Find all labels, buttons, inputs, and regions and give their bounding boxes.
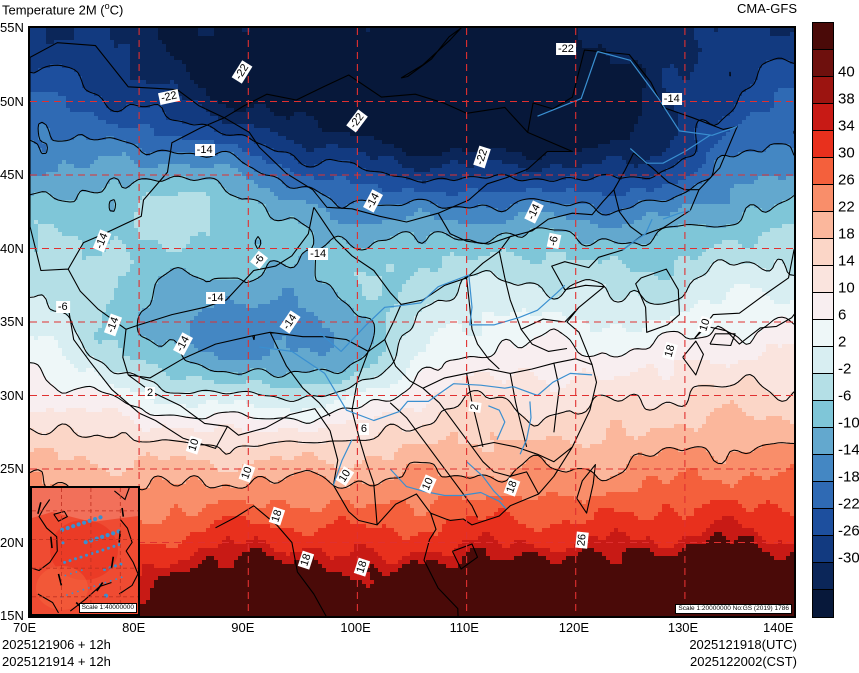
colorbar-tick-minus22: -22 — [838, 496, 859, 513]
rivers — [259, 50, 738, 510]
contour-lines — [30, 57, 794, 494]
colorbar-band — [813, 212, 833, 239]
colorbar-tick-minus10: -10 — [838, 415, 859, 432]
colorbar-band — [813, 266, 833, 293]
map-panel[interactable]: Scale 1:20000000 No:GS (2019) 1786 — [28, 26, 796, 618]
colorbar-band — [813, 50, 833, 77]
colorbar-tick-14: 14 — [838, 253, 855, 270]
model-label: CMA-GFS — [737, 1, 797, 16]
colorbar-band — [813, 158, 833, 185]
footer-init-time-cst: 2025121914 + 12h — [2, 654, 111, 669]
contour-label: -22 — [555, 42, 576, 55]
contour-label: -6 — [55, 301, 70, 314]
colorbar-tick-2: 2 — [838, 334, 846, 351]
colorbar-tick-30: 30 — [838, 145, 855, 162]
colorbar-band — [813, 293, 833, 320]
colorbar-tick-minus6: -6 — [838, 388, 851, 405]
page-title: Temperature 2M (oC) — [2, 1, 123, 17]
temperature-field — [30, 28, 794, 616]
y-tick-45N: 45N — [0, 167, 24, 182]
colorbar-tick-22: 22 — [838, 199, 855, 216]
colorbar-band — [813, 590, 833, 617]
colorbar-band — [813, 239, 833, 266]
colorbar-tick-minus26: -26 — [838, 523, 859, 540]
colorbar-tick-minus14: -14 — [838, 442, 859, 459]
title-text: Temperature 2M ( — [2, 2, 105, 17]
contour-label: 2 — [144, 386, 156, 399]
contour-label: -14 — [194, 144, 215, 156]
colorbar-tick-minus2: -2 — [838, 361, 851, 378]
footer-valid-time-utc: 2025121918(UTC) — [689, 637, 797, 652]
y-tick-55N: 55N — [0, 20, 24, 35]
inset-map-south-china-sea[interactable]: Scale 1:40000000 — [30, 486, 140, 616]
colorbar-tick-minus18: -18 — [838, 469, 859, 486]
colorbar-band — [813, 347, 833, 374]
x-tick-110E: 110E — [450, 620, 479, 635]
x-tick-140E: 140E — [763, 620, 793, 635]
x-tick-100E: 100E — [340, 620, 370, 635]
colorbar-ticks: 40 38 34 30 26 22 18 14 10 6 2 -2 -6 -10 -14 -18 -22 -26 -… — [836, 22, 859, 618]
colorbar-tick-6: 6 — [838, 307, 846, 324]
x-tick-80E: 80E — [122, 620, 145, 635]
colorbar-band — [813, 185, 833, 212]
footer-valid-time-cst: 2025122002(CST) — [690, 654, 797, 669]
colorbar-tick-34: 34 — [838, 118, 855, 135]
y-tick-20N: 20N — [0, 535, 24, 550]
x-tick-70E: 70E — [13, 620, 36, 635]
colorbar-band — [813, 320, 833, 347]
contour-label: -14 — [308, 248, 329, 261]
colorbar — [812, 22, 834, 618]
contour-label: -14 — [205, 292, 226, 305]
colorbar-band — [813, 482, 833, 509]
colorbar-tick-38: 38 — [838, 91, 855, 108]
map-canvas — [30, 28, 794, 616]
y-tick-50N: 50N — [0, 94, 24, 109]
colorbar-band — [813, 374, 833, 401]
colorbar-band — [813, 77, 833, 104]
colorbar-tick-26: 26 — [838, 172, 855, 189]
contour-label: 2 — [468, 401, 482, 414]
y-tick-30N: 30N — [0, 388, 24, 403]
footer-init-time-utc: 2025121906 + 12h — [2, 637, 111, 652]
colorbar-band — [813, 131, 833, 158]
colorbar-band — [813, 23, 833, 50]
colorbar-band — [813, 536, 833, 563]
y-tick-15N: 15N — [0, 608, 24, 623]
degree-symbol: o — [105, 1, 110, 11]
map-scale-label: Scale 1:20000000 No:GS (2019) 1786 — [675, 604, 792, 614]
colorbar-band — [813, 428, 833, 455]
colorbar-band — [813, 401, 833, 428]
colorbar-band — [813, 509, 833, 536]
contour-label: 26 — [575, 530, 590, 549]
inset-map-svg — [32, 488, 138, 614]
lat-lon-grid — [30, 28, 794, 616]
y-tick-40N: 40N — [0, 241, 24, 256]
inset-scale-label: Scale 1:40000000 — [78, 603, 137, 613]
map-field-svg — [30, 28, 794, 616]
colorbar-band — [813, 455, 833, 482]
colorbar-tick-10: 10 — [838, 280, 855, 297]
colorbar-band — [813, 104, 833, 131]
title-unit: C) — [110, 2, 124, 17]
x-tick-120E: 120E — [559, 620, 589, 635]
x-tick-130E: 130E — [668, 620, 698, 635]
contour-label: -14 — [661, 92, 682, 105]
x-tick-90E: 90E — [231, 620, 254, 635]
y-tick-25N: 25N — [0, 461, 24, 476]
colorbar-tick-40: 40 — [838, 64, 855, 81]
y-tick-35N: 35N — [0, 314, 24, 329]
contour-label: 6 — [358, 423, 370, 436]
colorbar-tick-18: 18 — [838, 226, 855, 243]
colorbar-tick-minus30: -30 — [838, 550, 859, 567]
colorbar-band — [813, 563, 833, 590]
